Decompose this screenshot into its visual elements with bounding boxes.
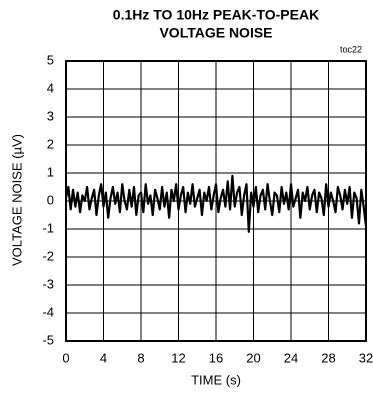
- data-line: [64, 174, 368, 233]
- y-tick-label: 1: [47, 164, 54, 179]
- y-tick-label: -3: [42, 276, 54, 291]
- x-tick-label: 20: [246, 350, 260, 365]
- x-tick-label: 16: [209, 350, 223, 365]
- x-tick-label: 8: [137, 350, 144, 365]
- y-tick-label: -2: [42, 248, 54, 263]
- plot-frame: [65, 60, 367, 342]
- x-tick-label: 0: [62, 350, 69, 365]
- chart-title: 0.1Hz TO 10Hz PEAK-TO-PEAK: [113, 7, 319, 23]
- y-tick-label: 2: [47, 136, 54, 151]
- x-axis-label: TIME (s): [191, 372, 241, 387]
- x-tick-label: 28: [321, 350, 335, 365]
- x-tick-label: 24: [284, 350, 298, 365]
- y-tick-label: 0: [47, 192, 54, 207]
- y-tick-label: -1: [42, 220, 54, 235]
- y-tick-label: 3: [47, 108, 54, 123]
- y-tick-label: 5: [47, 52, 54, 67]
- x-tick-label: 4: [100, 350, 107, 365]
- y-tick-label: -5: [42, 332, 54, 347]
- annotation: toc22: [340, 44, 362, 54]
- y-tick-label: 4: [47, 80, 54, 95]
- y-axis-label: VOLTAGE NOISE (µV): [9, 134, 24, 266]
- x-tick-label: 12: [171, 350, 185, 365]
- x-tick-label: 32: [359, 350, 373, 365]
- y-tick-label: -4: [42, 304, 54, 319]
- chart-title: VOLTAGE NOISE: [159, 25, 272, 41]
